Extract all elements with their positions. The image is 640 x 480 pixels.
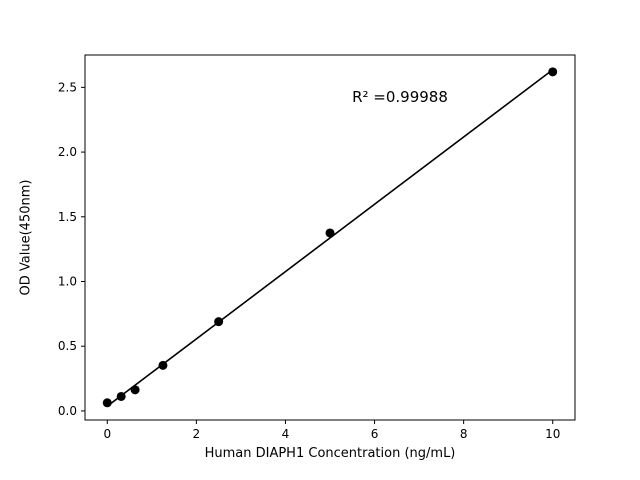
y-tick-label: 1.0 <box>58 275 77 289</box>
data-point <box>116 391 126 401</box>
y-tick-label: 1.5 <box>58 210 77 224</box>
x-tick-label: 2 <box>193 427 201 441</box>
data-point <box>130 385 140 395</box>
data-point <box>102 398 112 408</box>
axes-spines <box>84 54 576 421</box>
y-tick-label: 2.0 <box>58 145 77 159</box>
y-tick-label: 0.5 <box>58 339 77 353</box>
data-point <box>548 67 558 77</box>
data-point <box>214 317 224 327</box>
y-tick-label: 0.0 <box>58 404 77 418</box>
x-tick-label: 4 <box>282 427 290 441</box>
y-tick-label: 2.5 <box>58 80 77 94</box>
y-axis-label: OD Value(450nm) <box>18 179 34 296</box>
x-tick-label: 10 <box>545 427 560 441</box>
x-tick-label: 8 <box>460 427 468 441</box>
data-point <box>158 360 168 370</box>
x-axis-label: Human DIAPH1 Concentration (ng/mL) <box>204 446 456 461</box>
r-squared-annotation: R² =0.99988 <box>352 88 448 106</box>
fit-line <box>106 69 554 407</box>
x-tick-label: 6 <box>371 427 379 441</box>
data-point <box>325 228 335 238</box>
x-tick-label: 0 <box>103 427 111 441</box>
